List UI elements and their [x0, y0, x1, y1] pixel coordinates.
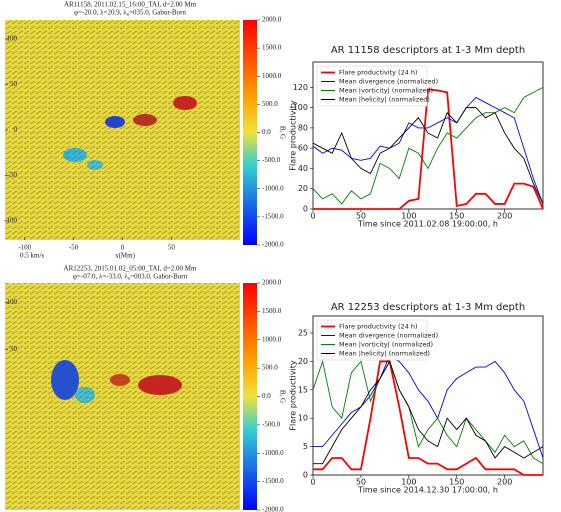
- colorbar-tick-label: 2000.0: [262, 279, 282, 287]
- y-tick-label: 40: [298, 164, 308, 173]
- y-axis-label: Flare productivity: [289, 360, 298, 430]
- x-tick-label: 200: [497, 478, 512, 487]
- legend-label: Mean |vorticity| (normalized): [339, 87, 433, 95]
- map-y-tick-label: 50: [10, 80, 18, 88]
- legend-label: Flare productivity (24 h): [339, 69, 418, 77]
- x-tick-label: 50: [356, 212, 366, 221]
- colorbar-label: B, G: [278, 126, 286, 139]
- colorbar-tick-label: 0.0: [262, 128, 271, 136]
- colorbar-tick-label: 500.0: [262, 364, 278, 372]
- colorbar-tick-label: -2000.0: [262, 506, 284, 512]
- series-line: [313, 88, 544, 210]
- x-tick-label: 100: [401, 212, 416, 221]
- y-tick-label: 80: [298, 123, 308, 132]
- y-tick-label: 120: [293, 83, 308, 92]
- map-image: [5, 20, 240, 240]
- colorbar-tick-label: 2000.0: [262, 16, 282, 24]
- colorbar-tick-label: -500.0: [262, 420, 281, 428]
- y-tick-label: 10: [298, 414, 308, 423]
- map-y-tick-label: -50: [8, 171, 18, 179]
- x-tick-label: 100: [401, 478, 416, 487]
- series-line: [312, 86, 544, 205]
- legend-label: Flare productivity (24 h): [339, 323, 418, 331]
- y-tick-label: 60: [298, 144, 308, 153]
- map-title: AR12253, 2015.01.02_05:00_TAI, d=2.00 Mm: [64, 265, 197, 273]
- colorbar: [243, 283, 257, 510]
- colorbar-tick-label: 1500.0: [262, 307, 282, 315]
- map-image: [5, 283, 240, 510]
- colorbar-tick-label: 1000.0: [262, 335, 282, 343]
- map-x-tick-label: 0: [121, 244, 125, 252]
- map-title: AR11158, 2011.02.15_16:00_TAI, d=2.00 Mm: [64, 1, 197, 9]
- map-x-tick-label: -50: [69, 244, 79, 252]
- map-y-tick-label: 50: [10, 345, 18, 353]
- colorbar-tick-label: 500.0: [262, 100, 278, 108]
- legend-label: Mean |helicity| (normalized): [339, 96, 430, 104]
- x-tick-label: 0: [310, 478, 315, 487]
- map-subtitle: φ=-07.0, λ=-33.0, λ₀=003.0, Gabor-Born: [73, 273, 188, 281]
- y-tick-label: 20: [298, 184, 308, 193]
- colorbar: [243, 20, 257, 245]
- y-axis-label: Flare productivity: [289, 100, 298, 170]
- x-tick-label: 150: [449, 212, 464, 221]
- y-tick-label: 5: [303, 442, 308, 451]
- colorbar-tick-label: 0.0: [262, 392, 271, 400]
- colorbar-tick-label: -1500.0: [262, 212, 284, 220]
- colorbar-tick-label: 1500.0: [262, 44, 282, 52]
- legend-box: [316, 65, 428, 107]
- colorbar-tick-label: -500.0: [262, 156, 281, 164]
- map-y-tick-label: 0: [14, 126, 18, 134]
- colorbar-label: B, G: [278, 390, 286, 403]
- series-line: [313, 355, 544, 459]
- legend-label: Mean |vorticity| (normalized): [339, 341, 433, 349]
- map-y-tick-label: 100: [7, 35, 18, 43]
- chart-title: AR 11158 descriptors at 1-3 Mm depth: [331, 45, 525, 56]
- y-tick-label: 25: [298, 329, 308, 338]
- x-axis-label: Time since 2011.02.08 19:00:00, h: [357, 220, 498, 229]
- legend-box: [316, 319, 428, 361]
- map-scale-label: 0.5 km/s: [20, 252, 44, 260]
- x-tick-label: 150: [449, 478, 464, 487]
- map-y-tick-label: 100: [7, 298, 18, 306]
- map-x-tick-label: -100: [18, 244, 31, 252]
- colorbar-tick-label: 1000.0: [262, 72, 282, 80]
- series-line: [313, 360, 544, 465]
- legend-label: Mean |helicity| (normalized): [339, 350, 430, 358]
- legend-label: Mean divergence (normalized): [339, 78, 438, 86]
- colorbar-tick-label: -1000.0: [262, 449, 284, 457]
- series-line: [313, 360, 543, 476]
- y-tick-label: 0: [303, 471, 308, 480]
- x-tick-label: 200: [497, 212, 512, 221]
- y-tick-label: 20: [298, 357, 308, 366]
- y-tick-label: 0: [303, 205, 308, 214]
- map-subtitle: φ=-20.0, λ=20.9, λ₀=035.0, Gabor-Born: [74, 9, 186, 17]
- map-y-tick-label: -100: [4, 217, 17, 225]
- legend-label: Mean divergence (normalized): [339, 332, 438, 340]
- y-tick-label: 100: [293, 103, 308, 112]
- x-tick-label: 0: [310, 212, 315, 221]
- colorbar-tick-label: -1000.0: [262, 184, 284, 192]
- series-line: [312, 359, 544, 465]
- colorbar-tick-label: -2000.0: [262, 241, 284, 249]
- colorbar-tick-label: -1500.0: [262, 477, 284, 485]
- map-x-label: x(Mm): [115, 252, 136, 260]
- x-axis-label: Time since 2014.12.30 17:00:00, h: [357, 486, 498, 495]
- series-line: [312, 107, 544, 205]
- y-tick-label: 15: [298, 385, 308, 394]
- chart-title: AR 12253 descriptors at 1-3 Mm depth: [331, 302, 525, 313]
- map-x-tick-label: 50: [168, 244, 176, 252]
- x-tick-label: 50: [356, 478, 366, 487]
